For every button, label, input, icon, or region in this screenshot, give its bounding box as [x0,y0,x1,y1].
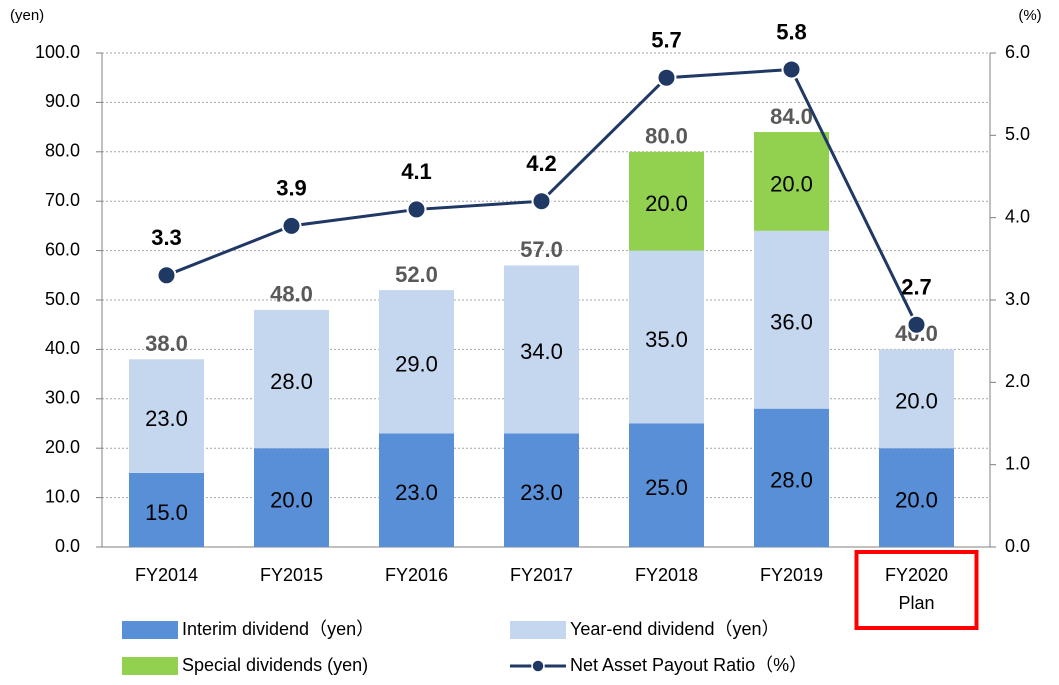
segment-label: 15.0 [145,500,188,525]
total-label: 80.0 [645,124,688,149]
bar-segment [754,132,829,231]
y-tick-label: 90.0 [45,91,80,111]
y-tick-label: 100.0 [35,42,80,62]
y2-tick-label: 6.0 [1005,42,1030,62]
y2-tick-label: 2.0 [1005,371,1030,391]
bar-segment [129,472,204,547]
bar-segment [629,151,704,251]
line-marker [156,265,177,286]
x-tick-label: FY2015 [259,565,324,585]
x-tick-label: FY2019 [759,565,824,585]
total-label: 52.0 [395,262,438,287]
y2-tick-label: 3.0 [1005,289,1030,309]
y2-tick-label: 1.0 [1005,453,1030,473]
bar-segment [879,448,954,547]
legend-label: Net Asset Payout Ratio（%） [570,655,807,675]
bar-segment [629,423,704,547]
line-marker [781,59,802,80]
total-label: 48.0 [270,282,313,307]
y-tick-label: 40.0 [45,338,80,358]
bar-segment [254,448,329,547]
line-label: 3.9 [276,176,307,201]
segment-label: 25.0 [645,475,688,500]
segment-label: 34.0 [520,339,563,364]
legend-swatch [122,657,178,675]
bar-segment [379,433,454,547]
y-tick-label: 80.0 [45,141,80,161]
bar-segment [504,433,579,547]
y-tick-label: 0.0 [55,536,80,556]
total-label: 57.0 [520,237,563,262]
y-tick-label: 30.0 [45,388,80,408]
legend-label: Year-end dividend（yen） [570,619,779,639]
segment-label: 20.0 [770,171,813,196]
y2-tick-label: 4.0 [1005,206,1030,226]
segment-label: 20.0 [645,191,688,216]
legend-label: Special dividends (yen) [182,655,368,675]
x-tick-label: FY2018 [634,565,699,585]
y2-unit: (%) [1018,7,1041,24]
segment-label: 20.0 [895,487,938,512]
bar-segment [504,265,579,434]
y-tick-label: 20.0 [45,437,80,457]
line-marker [281,215,302,236]
line-label: 2.7 [901,275,932,300]
segment-label: 36.0 [770,310,813,335]
y2-tick-label: 0.0 [1005,536,1030,556]
segment-label: 20.0 [895,389,938,414]
x-tick-label: FY2020 Plan [884,565,949,613]
bar-segment [379,290,454,434]
line-marker [906,314,927,335]
segment-label: 35.0 [645,327,688,352]
line-marker [406,199,427,220]
segment-label: 29.0 [395,352,438,377]
highlight-box [854,550,979,630]
line-label: 4.2 [526,151,557,176]
bar-segment [254,309,329,449]
segment-label: 28.0 [270,369,313,394]
segment-label: 23.0 [395,480,438,505]
bar-segment [629,250,704,424]
bar-segment [129,359,204,473]
bar-segment [754,230,829,409]
y-unit: (yen) [10,7,44,24]
x-tick-label: FY2017 [509,565,574,585]
segment-label: 20.0 [270,487,313,512]
y-tick-label: 50.0 [45,289,80,309]
line-label: 5.8 [776,19,807,44]
segment-label: 23.0 [145,406,188,431]
bar-segment [754,408,829,547]
legend-swatch [510,621,566,639]
y2-tick-label: 5.0 [1005,124,1030,144]
line-label: 4.1 [401,159,432,184]
segment-label: 23.0 [520,480,563,505]
y-tick-label: 70.0 [45,190,80,210]
total-label: 38.0 [145,331,188,356]
y-tick-label: 10.0 [45,486,80,506]
legend-marker [531,659,545,673]
total-label: 84.0 [770,104,813,129]
line-marker [656,67,677,88]
segment-label: 28.0 [770,468,813,493]
legend-label: Interim dividend（yen） [182,619,374,639]
bar-segment [879,349,954,449]
x-tick-label: FY2014 [134,565,199,585]
line-label: 3.3 [151,225,182,250]
x-tick-label: FY2016 [384,565,449,585]
y-tick-label: 60.0 [45,239,80,259]
line-label: 5.7 [651,28,682,53]
line-marker [531,191,552,212]
legend-swatch [122,621,178,639]
